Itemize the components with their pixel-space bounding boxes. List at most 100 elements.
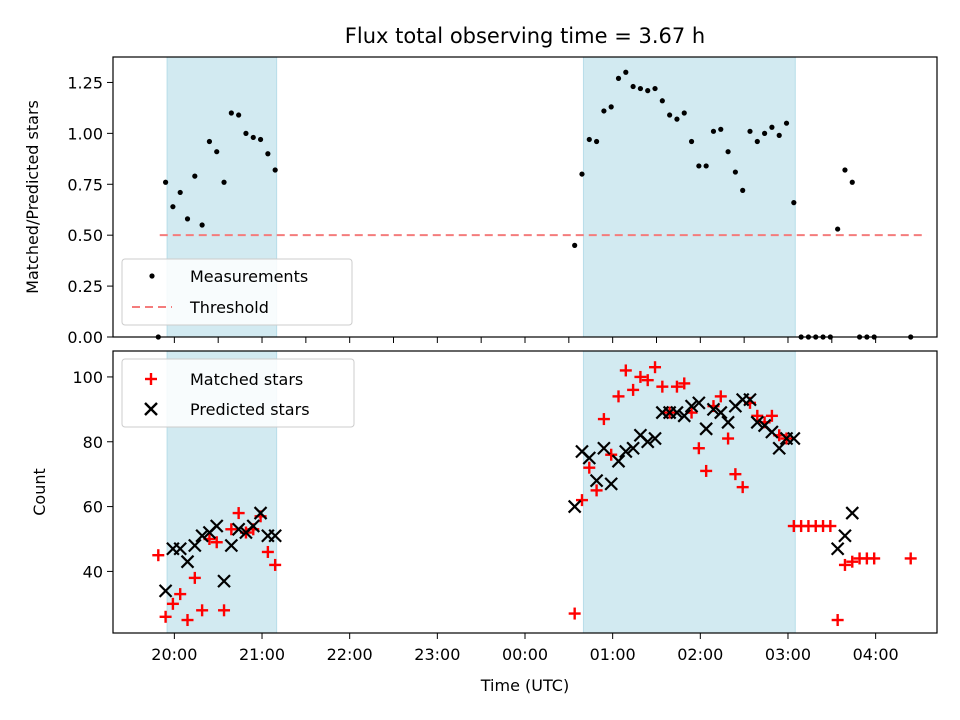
matched-star-point [831,614,844,627]
predicted-star-point [684,399,699,413]
x-tick-label: 03:00 [765,645,811,664]
measurement-points [155,69,914,340]
x-tick-label: 04:00 [853,645,899,664]
matched-star-point [722,432,735,445]
measurement-point [688,138,695,145]
measurement-point [740,187,746,193]
measurement-point [667,112,673,118]
predicted-star-point [677,409,692,423]
predicted-star-point [582,451,597,465]
y-tick-label: 0.00 [67,328,103,347]
chart-title: Flux total observing time = 3.67 h [345,24,705,48]
measurement-point [776,132,782,138]
predicted-star-point [743,392,757,407]
matched-star-point [210,536,223,549]
predicted-star-point [188,538,202,553]
legend-measurements-marker [149,273,155,279]
measurement-point [747,128,753,134]
matched-star-point [159,610,172,623]
measurement-point [615,75,622,81]
bottom-plot-frame [112,350,938,634]
measurement-point [623,69,629,75]
matched-star-point [729,468,742,481]
predicted-star-point [838,528,852,543]
measurement-point [674,116,680,122]
matched-star-point [196,604,209,617]
y-tick-label: 0.75 [67,175,103,194]
matched-star-point [269,558,282,571]
matched-star-point [218,604,231,617]
y-tick-label: 40 [83,562,103,581]
measurement-point [652,85,658,92]
matched-star-point [605,448,618,461]
matched-star-point [838,558,851,571]
legend-threshold-label: Threshold [189,298,269,317]
top-legend: Measurements Threshold [121,258,353,326]
matched-star-point [232,507,245,520]
measurement-point [732,169,738,175]
y-tick-label: 1.25 [67,73,103,92]
measurement-point [257,136,264,143]
top-plot-frame [112,56,938,338]
measurement-point [696,163,702,169]
x-tick-label: 02:00 [677,645,723,664]
predicted-star-point [692,396,706,410]
matched-star-point [627,383,640,396]
predicted-star-point [830,541,845,556]
matched-star-point [181,614,194,627]
matched-star-point [751,409,764,422]
matched-star-point [188,571,201,584]
matched-star-point [166,597,179,610]
measurement-point [243,130,249,136]
predicted-star-point [750,415,765,430]
measurement-point [637,85,644,92]
top-shaded-regions [166,56,796,338]
top-legend-box [121,258,353,326]
predicted-star-point [246,519,261,533]
x-tick-label: 21:00 [239,645,285,664]
y-tick-label: 60 [83,498,103,517]
bottom-y-axis-ticks: 40 60 80 100 [72,368,113,581]
matched-star-point [261,545,274,558]
bottom-legend-box [121,358,355,428]
predicted-star-point [604,477,618,491]
shaded-region [582,350,796,634]
x-tick-label: 00:00 [502,645,548,664]
top-y-axis-label: Matched/Predicted stars [23,100,42,294]
matched-star-point [641,374,654,387]
measurement-point [228,110,234,116]
predicted-star-point [180,554,195,569]
measurement-point [769,124,775,130]
measurement-point [710,128,717,134]
predicted-star-point [713,405,728,420]
matched-star-point [868,552,881,565]
y-tick-label: 0.25 [67,277,103,296]
predicted-star-point [845,506,860,520]
measurement-point [236,112,242,118]
matched-star-point [568,607,581,620]
legend-predicted-marker [144,402,158,416]
measurement-point [221,179,227,185]
y-tick-label: 0.50 [67,226,103,245]
top-panel: 0.00 0.25 0.50 0.75 1.00 1.25 Matched/Predict… [23,56,938,347]
top-y-axis-ticks: 0.00 0.25 0.50 0.75 1.00 1.25 [67,73,113,347]
matched-star-point [174,588,187,601]
measurement-point [586,136,592,143]
measurement-point [762,130,768,136]
y-tick-label: 1.00 [67,124,103,143]
measurement-point [572,242,578,248]
measurement-point [718,126,724,132]
matched-star-point [575,494,588,507]
measurement-point [184,216,191,222]
measurement-point [250,134,256,141]
x-axis-label: Time (UTC) [480,676,569,695]
measurement-point [849,179,855,185]
x-tick-label: 23:00 [414,645,460,664]
predicted-star-point [567,499,582,514]
matched-star-point [597,413,610,426]
legend-predicted-label: Predicted stars [190,400,310,419]
shaded-region [582,56,796,338]
matched-star-point [583,461,596,474]
bottom-y-axis-label: Count [30,468,49,516]
